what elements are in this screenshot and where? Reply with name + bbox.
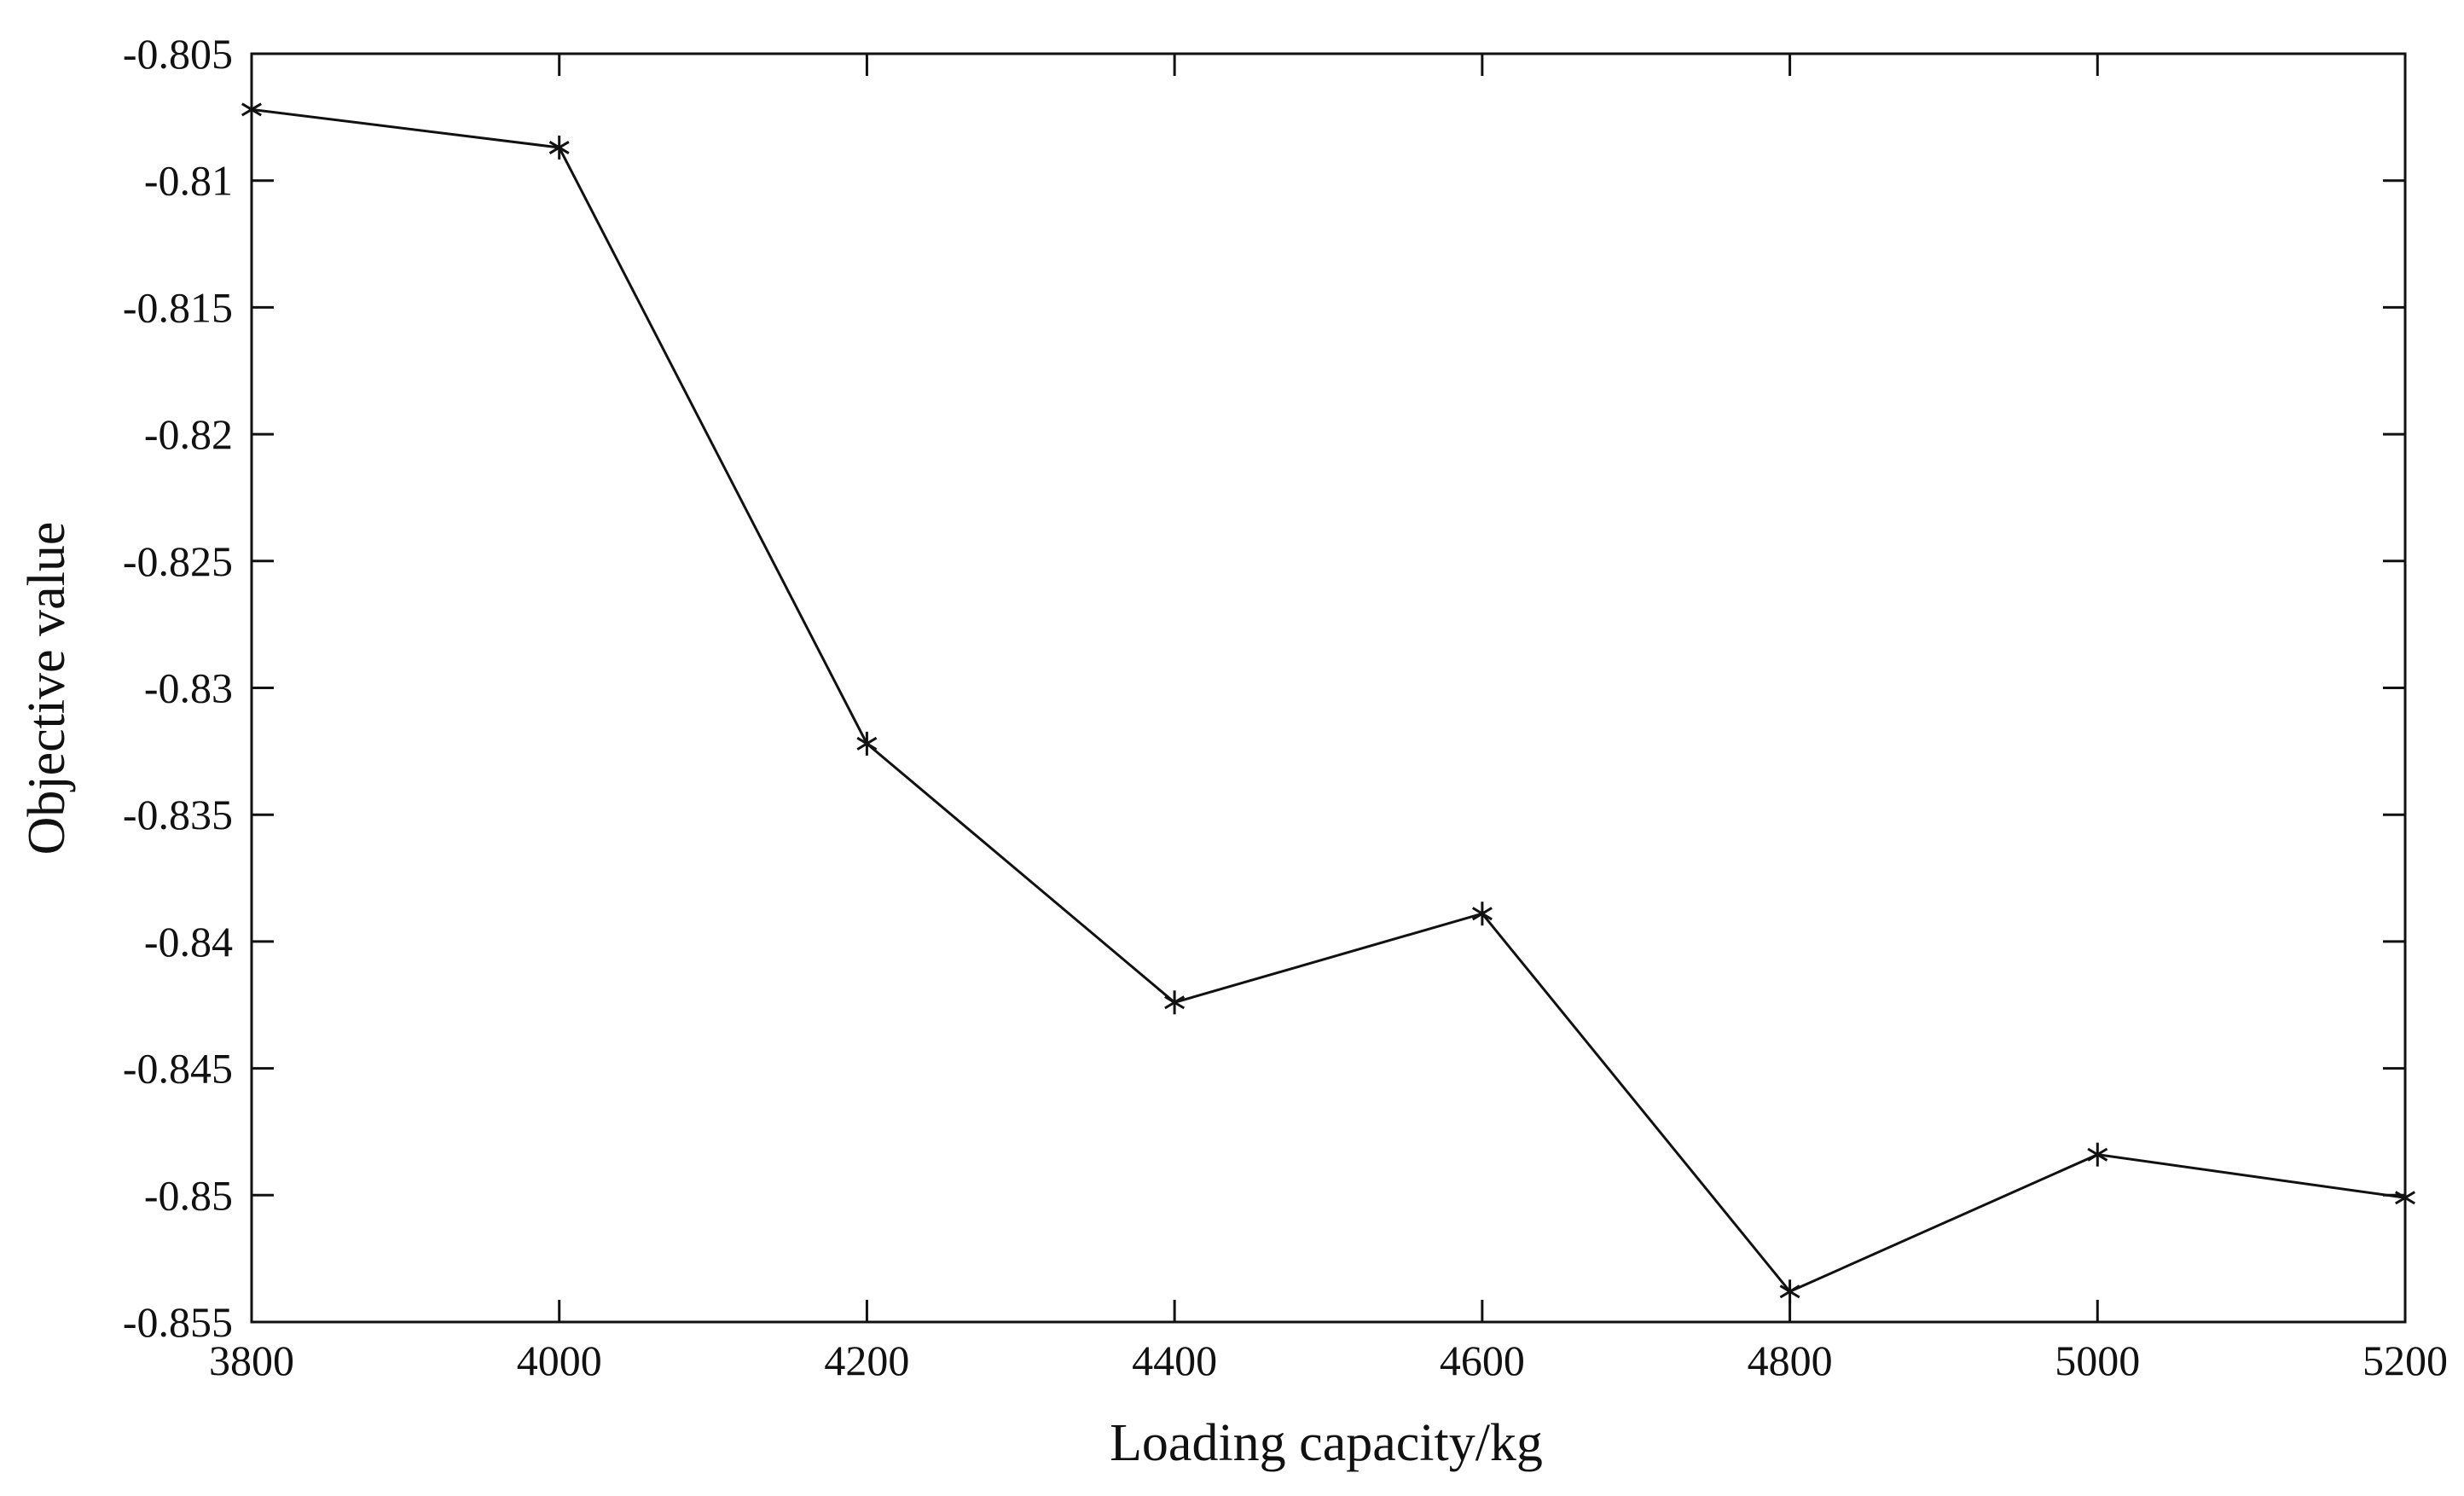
x-tick-label: 4200 [824, 1337, 909, 1384]
series-layer [241, 97, 2415, 1304]
x-axis-title: Loading capacity/kg [1110, 1414, 1543, 1472]
y-tick-label: -0.815 [123, 283, 233, 331]
y-tick-label: -0.825 [123, 537, 233, 585]
ticks-layer: 3800 4000 4200 4400 4600 4800 5000 5200 -0.805 -0… [123, 30, 2448, 1384]
x-tick-label: 4800 [1748, 1337, 1833, 1384]
data-point [2087, 1142, 2108, 1167]
x-tick-label: 4400 [1132, 1337, 1217, 1384]
data-point [241, 97, 262, 122]
x-tick-label: 4600 [1440, 1337, 1525, 1384]
y-tick-label: -0.855 [123, 1298, 233, 1346]
y-tick-label: -0.83 [144, 664, 233, 712]
y-tick-label: -0.81 [144, 157, 233, 205]
y-axis-title: Objective value [18, 522, 76, 855]
y-tick-label: -0.85 [144, 1171, 233, 1219]
data-point [2395, 1186, 2415, 1210]
x-tick-label: 5000 [2055, 1337, 2140, 1384]
data-point [548, 136, 570, 159]
x-tick-label: 5200 [2363, 1337, 2448, 1384]
y-tick-label: -0.84 [144, 918, 233, 965]
data-point [1164, 990, 1186, 1015]
y-tick-label: -0.805 [123, 30, 233, 78]
y-tick-label: -0.82 [144, 410, 233, 458]
y-tick-label: -0.835 [123, 791, 233, 838]
data-point [1471, 902, 1493, 926]
series-line [251, 107, 2406, 1294]
x-tick-label: 3800 [209, 1337, 294, 1384]
data-point [856, 731, 878, 756]
x-tick-label: 4000 [517, 1337, 602, 1384]
data-point [1779, 1279, 1800, 1304]
y-tick-label: -0.845 [123, 1045, 233, 1093]
